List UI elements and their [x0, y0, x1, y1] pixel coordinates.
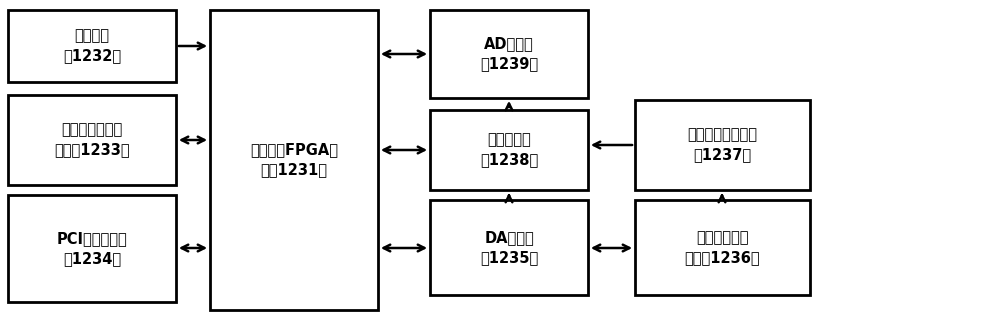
Bar [430, 10, 588, 98]
Text: 电流比较器
（1238）: 电流比较器 （1238） [480, 133, 538, 167]
Bar [8, 95, 176, 185]
Text: 内外电源切换器件
（1237）: 内外电源切换器件 （1237） [688, 128, 758, 162]
FancyArrowPatch shape [594, 245, 629, 251]
FancyArrowPatch shape [182, 245, 204, 251]
Bar [635, 100, 810, 190]
Bar [635, 200, 810, 295]
FancyArrowPatch shape [594, 142, 632, 148]
Bar [430, 110, 588, 190]
Bar [210, 10, 378, 310]
Text: 第一主控FPGA器
件（1231）: 第一主控FPGA器 件（1231） [250, 143, 338, 177]
Text: PCI总线控制器
（1234）: PCI总线控制器 （1234） [57, 231, 127, 266]
Bar [430, 200, 588, 295]
FancyArrowPatch shape [506, 104, 512, 110]
Text: DA转换器
（1235）: DA转换器 （1235） [480, 230, 538, 265]
Bar [8, 195, 176, 302]
FancyArrowPatch shape [384, 245, 424, 251]
FancyArrowPatch shape [179, 43, 204, 49]
FancyArrowPatch shape [384, 51, 424, 57]
FancyArrowPatch shape [384, 147, 424, 153]
FancyArrowPatch shape [182, 137, 204, 143]
Bar [8, 10, 176, 82]
Text: 第一晶振
（1232）: 第一晶振 （1232） [63, 29, 121, 63]
FancyArrowPatch shape [506, 195, 512, 202]
Text: AD转换器
（1239）: AD转换器 （1239） [480, 37, 538, 71]
Text: 第一电平转换
芯片（1236）: 第一电平转换 芯片（1236） [685, 230, 760, 265]
FancyArrowPatch shape [719, 195, 725, 202]
Text: 第一配置数据存
储器（1233）: 第一配置数据存 储器（1233） [54, 123, 130, 157]
